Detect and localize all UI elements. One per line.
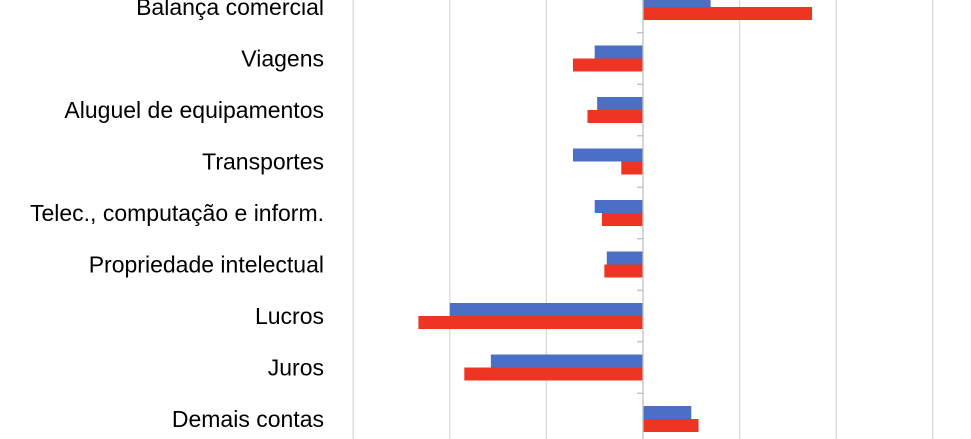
bars (418, 0, 813, 432)
bar-series-2-5 (604, 264, 643, 278)
bar-series-2-6 (418, 316, 643, 329)
category-label: Juros (268, 355, 324, 381)
bar-series-1-1 (594, 45, 643, 59)
bar-series-2-4 (601, 213, 643, 226)
gridlines (352, 0, 934, 439)
bar-series-2-3 (621, 161, 643, 175)
category-labels: Balança comercial Viagens Aluguel de equip… (30, 0, 324, 432)
category-label: Propriedade intelectual (89, 252, 324, 278)
category-label: Viagens (241, 46, 324, 72)
category-label: Transportes (202, 149, 324, 175)
category-axis (637, 0, 644, 439)
bar-series-1-5 (606, 251, 643, 265)
bar-series-1-0 (643, 0, 711, 7)
bar-series-2-1 (572, 58, 643, 72)
bar-series-1-3 (572, 148, 643, 162)
bar-series-1-7 (490, 354, 643, 368)
bar-series-1-2 (597, 97, 643, 110)
category-label: Demais contas (172, 406, 324, 432)
bar-series-1-6 (449, 303, 643, 316)
category-label: Telec., computação e inform. (30, 200, 324, 226)
bar-series-1-4 (594, 200, 643, 213)
bar-series-1-8 (643, 406, 692, 419)
bar-series-2-0 (643, 7, 813, 20)
category-label: Aluguel de equipamentos (64, 97, 324, 123)
category-label: Lucros (255, 303, 324, 329)
category-label: Balança comercial (136, 0, 324, 20)
bar-series-2-2 (587, 110, 643, 123)
bar-series-2-8 (643, 419, 699, 432)
bar-series-2-7 (464, 367, 643, 381)
